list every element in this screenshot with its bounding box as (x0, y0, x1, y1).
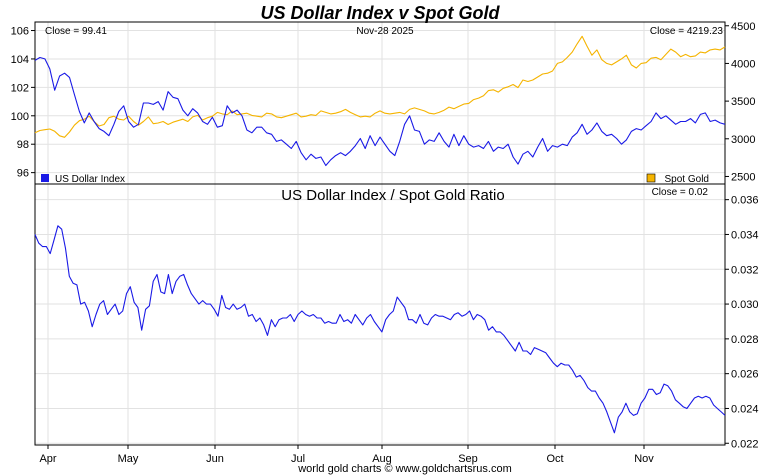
ratio-tick-label: 0.028 (731, 334, 759, 346)
gold-legend-swatch (646, 173, 656, 183)
footer-credit: world gold charts © www.goldchartsrus.co… (297, 463, 512, 475)
top-grid (35, 22, 725, 184)
ratio-panel-title: US Dollar Index / Spot Gold Ratio (281, 187, 504, 204)
ratio-tick-label: 0.022 (731, 438, 759, 450)
y-axis-left: 96 98 100 102 104 106 (11, 26, 35, 180)
x-tick-label: Apr (39, 453, 56, 465)
x-tick-label: Jun (206, 453, 224, 465)
x-tick-label: Oct (546, 453, 563, 465)
x-tick-label: Aug (372, 453, 392, 465)
y-left-tick-label: 106 (11, 26, 29, 38)
close-right-label: Close = 4219.23 (650, 26, 724, 37)
gold-price-line (34, 35, 726, 138)
gold-legend-label: Spot Gold (665, 174, 709, 185)
x-tick-label: May (118, 453, 139, 465)
y-left-tick-label: 100 (11, 111, 29, 123)
usd-legend-swatch (41, 174, 49, 182)
usd-legend-label: US Dollar Index (55, 174, 125, 185)
y-left-tick-label: 102 (11, 82, 29, 94)
y-left-tick-label: 96 (17, 168, 29, 180)
bottom-series (34, 225, 726, 434)
bottom-grid (35, 184, 725, 445)
ratio-tick-label: 0.036 (731, 195, 759, 207)
close-left-label: Close = 99.41 (45, 26, 107, 37)
bottom-panel-frame (34, 183, 726, 446)
top-series (34, 35, 726, 167)
y-right-tick-label: 4500 (731, 21, 755, 33)
x-tick-label: Nov (634, 453, 654, 465)
y-axis-right-bottom: 0.022 0.024 0.026 0.028 0.030 0.032 0.034 0.036 (725, 195, 759, 450)
top-panel-frame (34, 21, 726, 185)
usd-index-line (34, 56, 726, 167)
date-label: Nov-28 2025 (356, 26, 414, 37)
y-left-tick-label: 104 (11, 54, 29, 66)
ratio-line (34, 225, 726, 434)
x-tick-label: Sep (458, 453, 478, 465)
x-tick-label: Jul (291, 453, 305, 465)
y-right-tick-label: 3500 (731, 96, 755, 108)
ratio-tick-label: 0.024 (731, 403, 759, 415)
ratio-tick-label: 0.030 (731, 299, 759, 311)
ratio-close-label: Close = 0.02 (652, 187, 709, 198)
ratio-tick-label: 0.032 (731, 264, 759, 276)
ratio-tick-label: 0.026 (731, 369, 759, 381)
x-axis: Apr May Jun Jul Aug Sep Oct Nov (39, 445, 654, 465)
y-axis-right-top: 2500 3000 3500 4000 4500 (725, 21, 755, 183)
y-right-tick-label: 2500 (731, 171, 755, 183)
y-right-tick-label: 3000 (731, 134, 755, 146)
y-right-tick-label: 4000 (731, 58, 755, 70)
ratio-tick-label: 0.034 (731, 229, 759, 241)
y-left-tick-label: 98 (17, 139, 29, 151)
chart-title: US Dollar Index v Spot Gold (260, 3, 500, 23)
